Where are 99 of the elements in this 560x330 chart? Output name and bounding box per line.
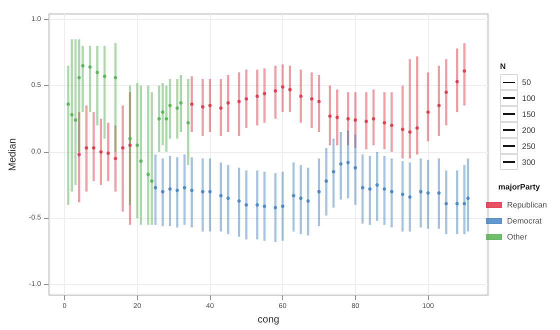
point bbox=[128, 144, 132, 148]
legend-label: Democrat bbox=[506, 216, 542, 226]
point bbox=[255, 203, 259, 207]
point bbox=[346, 117, 350, 120]
point bbox=[455, 202, 459, 206]
point bbox=[176, 188, 180, 192]
point bbox=[102, 74, 106, 78]
point bbox=[77, 152, 81, 156]
y-axis-title: Median bbox=[8, 138, 18, 171]
point bbox=[255, 94, 259, 98]
point bbox=[154, 186, 158, 190]
text: 200 bbox=[522, 126, 536, 134]
text: 250 bbox=[522, 142, 536, 150]
point bbox=[364, 120, 368, 124]
point bbox=[190, 102, 194, 106]
point bbox=[317, 190, 321, 194]
point bbox=[444, 90, 448, 94]
point bbox=[200, 105, 204, 109]
point bbox=[466, 196, 470, 200]
point bbox=[299, 196, 303, 200]
text: 150 bbox=[522, 110, 536, 118]
point bbox=[136, 144, 140, 148]
point bbox=[92, 146, 96, 150]
legend-title: majorParty bbox=[498, 182, 541, 192]
point bbox=[437, 104, 441, 108]
point bbox=[274, 89, 278, 93]
point bbox=[77, 76, 81, 80]
point bbox=[182, 186, 186, 190]
point bbox=[328, 114, 332, 118]
point bbox=[299, 94, 303, 98]
point bbox=[382, 187, 386, 191]
legend-label: Republican bbox=[506, 200, 548, 210]
point bbox=[415, 126, 419, 130]
point bbox=[274, 206, 278, 210]
point bbox=[400, 128, 404, 132]
point bbox=[262, 204, 266, 208]
point bbox=[372, 117, 376, 120]
point bbox=[292, 194, 296, 198]
point bbox=[462, 69, 466, 73]
point bbox=[190, 188, 194, 192]
point bbox=[164, 117, 168, 120]
point bbox=[354, 166, 358, 170]
point bbox=[176, 106, 180, 110]
point bbox=[280, 204, 284, 208]
point bbox=[186, 120, 190, 124]
point bbox=[139, 159, 143, 163]
point bbox=[150, 179, 154, 183]
point bbox=[99, 150, 103, 154]
point bbox=[157, 117, 161, 120]
point bbox=[426, 110, 430, 114]
text: 300 bbox=[522, 158, 536, 166]
point bbox=[310, 97, 314, 101]
point bbox=[354, 118, 358, 122]
point bbox=[160, 190, 164, 194]
point bbox=[226, 101, 230, 105]
point bbox=[244, 203, 248, 207]
x-axis-title: cong bbox=[258, 314, 280, 326]
point bbox=[70, 113, 74, 117]
point bbox=[114, 76, 118, 80]
point bbox=[81, 64, 85, 68]
point bbox=[96, 70, 100, 74]
point bbox=[419, 190, 423, 194]
legend-label: Other bbox=[506, 232, 528, 242]
point bbox=[360, 186, 364, 190]
point bbox=[444, 202, 448, 206]
point bbox=[339, 162, 343, 166]
point bbox=[408, 195, 412, 199]
point bbox=[332, 170, 336, 174]
point bbox=[106, 151, 110, 155]
point bbox=[375, 183, 379, 187]
point bbox=[462, 202, 466, 206]
point bbox=[66, 102, 70, 106]
point bbox=[455, 80, 459, 84]
point bbox=[208, 190, 212, 194]
point bbox=[120, 146, 124, 150]
point bbox=[160, 110, 164, 114]
point bbox=[128, 136, 132, 140]
text: 50 bbox=[522, 78, 531, 86]
point bbox=[84, 146, 88, 150]
point bbox=[382, 120, 386, 124]
point bbox=[335, 116, 339, 120]
point bbox=[200, 190, 204, 194]
point bbox=[226, 196, 230, 200]
point bbox=[306, 199, 310, 203]
point bbox=[324, 179, 328, 183]
point bbox=[280, 85, 284, 89]
point bbox=[368, 187, 372, 191]
point bbox=[146, 172, 150, 176]
point bbox=[244, 97, 248, 101]
text: 100 bbox=[522, 94, 536, 102]
point bbox=[219, 194, 223, 198]
text: N bbox=[500, 62, 507, 71]
point bbox=[288, 88, 292, 92]
point bbox=[408, 130, 412, 134]
point bbox=[390, 124, 394, 128]
point bbox=[179, 101, 183, 105]
point bbox=[219, 106, 223, 110]
point bbox=[390, 190, 394, 194]
point bbox=[400, 192, 404, 196]
